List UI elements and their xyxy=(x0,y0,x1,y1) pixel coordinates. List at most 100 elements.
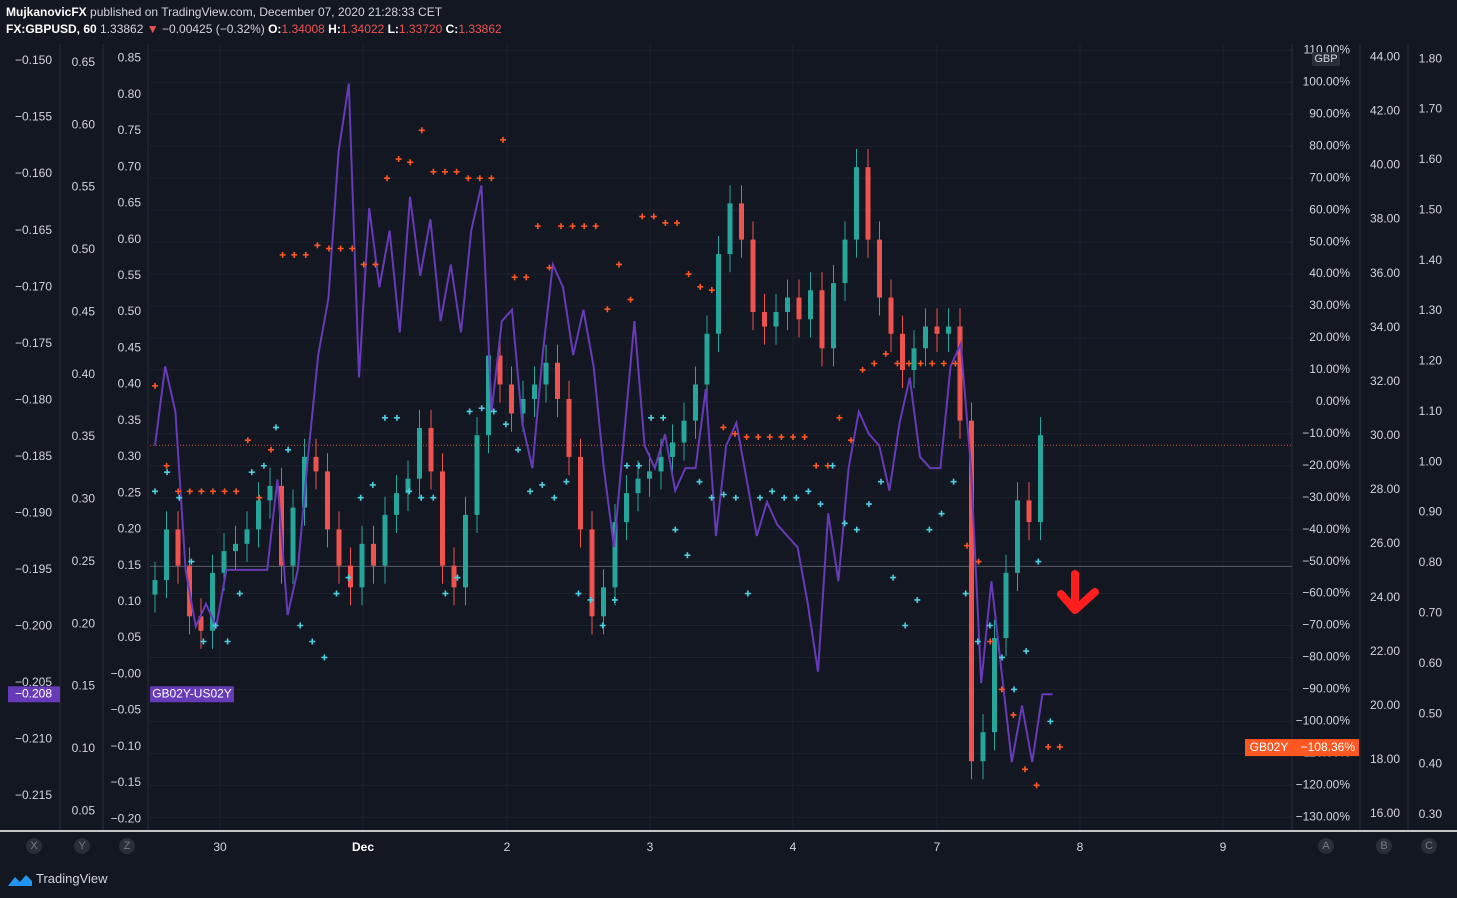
gb02y-cross-red xyxy=(175,488,182,495)
y-axis-tick-label: 0.40 xyxy=(72,367,96,381)
x-axis-tick-label: −0.150 xyxy=(15,53,52,67)
candle-body xyxy=(865,167,871,240)
time-tick-label: 7 xyxy=(934,840,941,854)
candle-body xyxy=(543,362,549,385)
candle-body xyxy=(1015,500,1020,573)
gb02y-cross-cyan xyxy=(684,552,691,559)
candle-body xyxy=(739,203,744,240)
axis-letter-button[interactable]: C xyxy=(1425,840,1433,852)
gb02y-cross-cyan xyxy=(466,408,473,415)
b-axis-tick-label: 36.00 xyxy=(1370,266,1400,280)
candle-body xyxy=(520,398,526,414)
gb02y-cross-red xyxy=(592,223,599,230)
gb02y-cross-red xyxy=(233,488,240,495)
tradingview-brand[interactable]: TradingView xyxy=(8,871,108,887)
gb02y-cross-cyan xyxy=(357,494,364,501)
gb02y-cross-red xyxy=(766,434,773,440)
gb02y-cross-red xyxy=(650,213,657,220)
gb02y-cross-red xyxy=(708,287,715,294)
gb02y-cross-red xyxy=(720,424,727,431)
gb02y-cross-cyan xyxy=(309,638,316,645)
candle-body xyxy=(957,326,963,421)
gb02y-cross-red xyxy=(975,558,982,565)
gb02y-cross-red xyxy=(871,360,878,367)
gb02y-cross-red xyxy=(1033,782,1040,789)
gb02y-cross-cyan xyxy=(938,510,945,517)
gb02y-cross-cyan xyxy=(188,558,195,565)
candle-body xyxy=(1026,500,1032,523)
gb02y-cross-red xyxy=(906,360,912,367)
gb02y-cross-red xyxy=(210,488,216,495)
gb02y-cross-cyan xyxy=(539,481,546,488)
symbol-label: FX:GBPUSD, 60 xyxy=(6,22,97,36)
a-axis-tick-label: −70.00% xyxy=(1302,618,1350,632)
y-axis-tick-label: 0.15 xyxy=(72,679,96,693)
axis-letter-circle xyxy=(1421,838,1437,854)
gb02y-cross-cyan xyxy=(878,478,884,485)
a-axis-tick-label: −40.00% xyxy=(1302,522,1350,536)
spread-series-tag-box xyxy=(150,686,234,703)
b-axis-tick-label: 42.00 xyxy=(1370,104,1400,118)
a-axis-tick-label: 40.00% xyxy=(1309,266,1350,280)
a-axis-tick-label: 60.00% xyxy=(1309,202,1350,216)
gb02y-cross-red xyxy=(743,434,750,440)
a-axis-tick-label: 70.00% xyxy=(1309,170,1350,184)
candle-body xyxy=(359,543,365,588)
a-axis-tick-label: 10.00% xyxy=(1309,362,1350,376)
author-name[interactable]: MujkanovicFX xyxy=(6,5,87,19)
c-axis-tick-label: 1.50 xyxy=(1419,202,1443,216)
open-label: O: xyxy=(268,22,282,36)
gb02y-cross-red xyxy=(894,360,901,367)
candle-body xyxy=(405,478,411,494)
gb02y-cross-red xyxy=(917,360,924,367)
b-axis-tick-label: 24.00 xyxy=(1370,590,1400,604)
axis-letter-button[interactable]: B xyxy=(1380,840,1387,852)
candle-body xyxy=(647,471,652,479)
z-axis-tick-label: 0.40 xyxy=(118,377,142,391)
open-value: 1.34008 xyxy=(281,22,325,36)
gb02y-cross-cyan xyxy=(236,590,243,597)
axis-letter-circle xyxy=(1318,838,1334,854)
z-axis-tick-label: 0.85 xyxy=(118,51,142,65)
z-axis-tick-label: 0.80 xyxy=(118,87,142,101)
gb02y-cross-cyan xyxy=(418,494,425,501)
yield-series-tag: GB02Y xyxy=(1250,740,1289,754)
axis-letter-button[interactable]: Z xyxy=(124,840,131,852)
gb02y-cross-cyan xyxy=(829,462,836,469)
gb02y-cross-cyan xyxy=(732,494,739,501)
candle-body xyxy=(727,203,733,255)
candle-body xyxy=(1038,435,1043,523)
gb02y-cross-cyan xyxy=(817,501,824,508)
candle-body xyxy=(992,638,997,733)
candle-body xyxy=(164,529,169,581)
z-axis-tick-label: 0.75 xyxy=(118,123,142,137)
gb02y-cross-cyan xyxy=(490,408,497,415)
candle-body xyxy=(624,493,629,523)
axis-letter-button[interactable]: Y xyxy=(78,840,86,852)
gb02y-cross-red xyxy=(511,274,518,281)
x-axis-tick-label: −0.180 xyxy=(15,392,52,406)
time-tick-label: 3 xyxy=(647,840,654,854)
candle-body xyxy=(233,543,238,552)
high-label: H: xyxy=(328,22,341,36)
gb02y-cross-cyan xyxy=(381,414,388,421)
a-axis-tick-label: 20.00% xyxy=(1309,330,1350,344)
gb02y-cross-red xyxy=(384,175,390,182)
b-axis-tick-label: 38.00 xyxy=(1370,212,1400,226)
c-axis-tick-label: 1.60 xyxy=(1419,152,1443,166)
candle-body xyxy=(762,312,767,327)
high-value: 1.34022 xyxy=(340,22,385,36)
candle-body xyxy=(290,507,296,566)
axis-letter-button[interactable]: X xyxy=(30,840,38,852)
x-axis-tick-label: −0.195 xyxy=(15,562,52,576)
gb02y-cross-cyan xyxy=(805,488,812,495)
c-axis-tick-label: 1.20 xyxy=(1419,354,1443,368)
gb02y-cross-red xyxy=(500,136,506,143)
gb02y-cross-cyan xyxy=(369,481,376,488)
gb02y-cross-red xyxy=(314,242,321,249)
axis-letter-button[interactable]: A xyxy=(1322,840,1330,852)
gb02y-cross-red xyxy=(442,168,448,175)
gb02y-cross-red xyxy=(291,251,298,258)
z-axis-tick-label: −0.05 xyxy=(111,703,142,717)
